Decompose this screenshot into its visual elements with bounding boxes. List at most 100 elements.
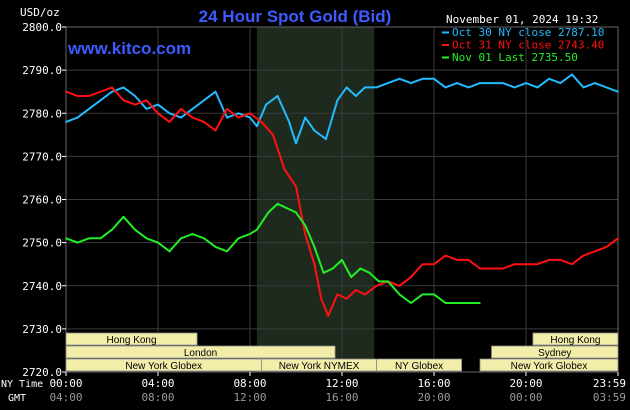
data-point [191, 108, 194, 110]
data-point [237, 116, 240, 119]
data-point [304, 224, 307, 227]
data-point [322, 272, 325, 274]
chart-title: 24 Hour Spot Gold (Bid) [199, 7, 392, 26]
session-bar-bg [479, 358, 619, 372]
data-point [283, 168, 286, 171]
data-point [145, 108, 148, 110]
session-label: Hong Kong [550, 335, 600, 346]
data-point [288, 121, 290, 123]
data-point [594, 82, 596, 84]
session-bar: Sydney [491, 345, 619, 359]
session-bar: London [65, 345, 336, 359]
data-point [536, 86, 539, 89]
data-point [180, 108, 182, 110]
data-point [157, 112, 159, 115]
x-tick-label-gmt: 08:00 [141, 391, 174, 404]
data-point [214, 129, 217, 132]
data-point [456, 82, 458, 84]
data-point [304, 116, 307, 119]
session-bar: New York Globex [479, 358, 619, 372]
data-point [265, 103, 267, 106]
data-point [276, 203, 279, 205]
data-point [364, 86, 366, 89]
session-label: Hong Kong [107, 335, 157, 346]
data-point [168, 121, 171, 123]
data-point [559, 259, 562, 261]
data-point [571, 73, 573, 76]
data-point [502, 267, 504, 270]
data-point [582, 86, 585, 89]
data-point [76, 116, 79, 119]
data-point [203, 121, 205, 123]
data-point [145, 99, 148, 102]
x-tick-label-ny: 08:00 [233, 377, 266, 390]
series-layer [65, 73, 619, 317]
data-point [502, 82, 504, 84]
data-point [479, 267, 481, 270]
data-point [525, 263, 527, 266]
watermark: www.kitco.com [67, 39, 191, 58]
data-point [378, 280, 380, 283]
x-tick-label-gmt: 00:00 [509, 391, 542, 404]
x-tick-label-gmt: 20:00 [417, 391, 450, 404]
data-point [304, 233, 307, 235]
data-point [617, 90, 619, 93]
y-tick-label: 2780.0 [22, 107, 62, 120]
data-point [332, 267, 334, 270]
data-point [65, 121, 67, 123]
x-tick-label-ny: 20:00 [509, 377, 542, 390]
x-tick-label-ny: 23:59 [593, 377, 626, 390]
data-point [410, 82, 412, 84]
data-point [605, 246, 608, 248]
data-point [456, 259, 458, 261]
data-point [249, 233, 251, 235]
data-point [313, 246, 316, 248]
legend-entry-0: Oct 30 NY close 2787.10 [452, 26, 604, 39]
x-tick-label-ny: 12:00 [325, 377, 358, 390]
data-point [203, 237, 205, 240]
data-point [490, 82, 493, 84]
data-point [410, 276, 412, 278]
data-point [387, 280, 389, 283]
data-point [364, 293, 366, 296]
session-bar-bg [491, 345, 619, 359]
data-point [327, 315, 330, 317]
session-bar: New York Globex [65, 358, 262, 372]
y-unit-label: USD/oz [20, 6, 60, 19]
y-tick-label: 2790.0 [22, 64, 62, 77]
x-tick-label-gmt: 03:59 [593, 391, 626, 404]
data-point [444, 86, 447, 89]
legend-entry-2: Nov 01 Last 2735.50 [452, 51, 578, 64]
y-tick-label: 2800.0 [22, 21, 62, 34]
data-point [313, 129, 316, 132]
session-bar-bg [65, 345, 336, 359]
data-point [134, 228, 136, 231]
data-point [88, 108, 90, 110]
data-point [617, 237, 619, 240]
data-point [99, 237, 102, 240]
data-point [433, 293, 435, 296]
data-point [336, 293, 339, 296]
data-point [122, 99, 125, 102]
data-point [571, 263, 573, 266]
data-point [359, 267, 362, 270]
data-point [548, 78, 550, 80]
data-point [168, 250, 171, 253]
data-point [398, 78, 401, 80]
x-tick-label-gmt: 16:00 [325, 391, 358, 404]
data-point [145, 237, 148, 240]
data-point [368, 272, 371, 274]
data-point [341, 259, 343, 261]
data-point [157, 241, 159, 244]
data-point [65, 90, 67, 93]
data-point [387, 82, 389, 84]
data-point [111, 90, 113, 93]
data-point [88, 95, 90, 97]
data-point [467, 86, 470, 89]
data-point [513, 86, 516, 89]
session-bar: Hong Kong [65, 332, 198, 346]
x-tick-label-gmt: 12:00 [233, 391, 266, 404]
data-point [260, 121, 263, 123]
x-tick-label-gmt: 04:00 [49, 391, 82, 404]
